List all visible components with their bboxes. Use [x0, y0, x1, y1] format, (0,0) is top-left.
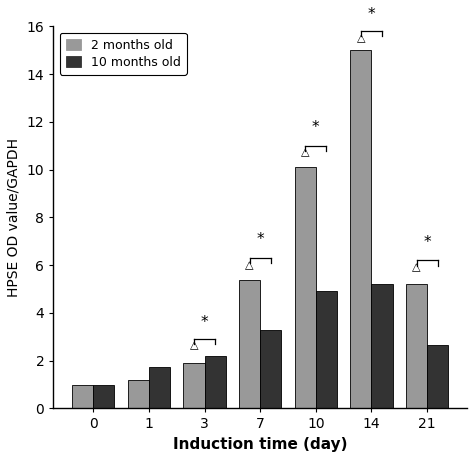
Bar [260, 330, 281, 409]
Bar [372, 284, 392, 409]
Bar [183, 363, 204, 409]
Text: *: * [368, 6, 375, 22]
Bar [295, 167, 316, 409]
X-axis label: Induction time (day): Induction time (day) [173, 437, 347, 452]
Bar [204, 356, 226, 409]
Text: △: △ [246, 260, 254, 270]
Text: △: △ [190, 340, 198, 350]
Text: *: * [423, 235, 431, 250]
Bar [316, 291, 337, 409]
Text: *: * [256, 232, 264, 247]
Text: △: △ [356, 33, 365, 43]
Y-axis label: HPSE OD value/GAPDH: HPSE OD value/GAPDH [7, 138, 21, 297]
Bar [72, 385, 93, 409]
Bar [406, 284, 427, 409]
Text: *: * [201, 315, 209, 330]
Text: △: △ [412, 263, 421, 272]
Bar [350, 50, 372, 409]
Bar [239, 280, 260, 409]
Bar [149, 367, 170, 409]
Bar [427, 345, 448, 409]
Legend: 2 months old, 10 months old: 2 months old, 10 months old [60, 33, 187, 75]
Text: *: * [312, 120, 319, 135]
Bar [128, 380, 149, 409]
Bar [93, 385, 114, 409]
Text: △: △ [301, 148, 310, 158]
